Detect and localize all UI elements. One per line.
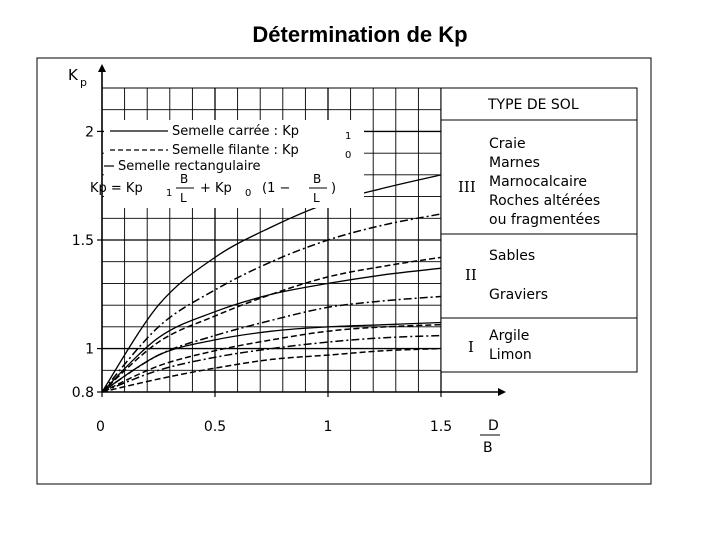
formula-close: ) — [331, 181, 336, 196]
formula-mid: + Kp — [200, 181, 232, 196]
x-axis-arrow — [498, 388, 506, 396]
soil-III-line: Marnocalcaire — [489, 174, 587, 190]
legend-background — [104, 120, 364, 208]
y-axis-label: K p — [68, 66, 87, 89]
x-axis-label: D B — [480, 418, 500, 456]
legend-entry-square: Semelle carrée : Kp — [172, 124, 299, 139]
soil-table-frame — [440, 87, 638, 373]
x-axis-label-num: D — [488, 418, 499, 434]
formula-lhs: Kp = Kp — [90, 181, 143, 196]
y-tick-label: 2 — [85, 124, 94, 140]
soil-III-line: Marnes — [489, 155, 540, 171]
formula-sub-1: 1 — [166, 188, 172, 199]
x-tick-label: 1 — [324, 419, 333, 435]
legend-entry-strip-sub: 0 — [345, 150, 351, 161]
y-axis-arrow — [98, 64, 106, 72]
y-tick-label: 0.8 — [72, 385, 94, 401]
soil-I-line: Argile — [489, 328, 529, 344]
legend: Semelle carrée : Kp 1 Semelle filante : … — [90, 120, 364, 208]
formula-frac1-num: B — [180, 172, 188, 186]
y-axis-label-sub: p — [80, 76, 87, 89]
formula-frac1-den: L — [180, 191, 187, 205]
soil-class-III: III — [458, 178, 476, 196]
slide-title: Détermination de Kp — [252, 22, 468, 47]
chart-frame — [36, 57, 652, 485]
soil-II-line: Sables — [489, 248, 535, 264]
legend-entry-square-sub: 1 — [345, 131, 351, 142]
axes: 0 0.5 1 1.5 0.8 1 1.5 2 — [72, 64, 506, 435]
series-line-soil-II-dashdot — [101, 295, 442, 393]
x-tick-label: 1.5 — [430, 419, 452, 435]
series-line-soil-I-dashed — [101, 347, 442, 393]
series-line-soil-I-dashdot — [101, 334, 442, 393]
soil-table-header: TYPE DE SOL — [487, 97, 579, 113]
soil-II-line: Graviers — [489, 287, 548, 303]
formula-frac2-num: B — [313, 172, 321, 186]
legend-entry-strip: Semelle filante : Kp — [172, 143, 299, 158]
soil-I-line: Limon — [489, 347, 532, 363]
x-tick-label: 0.5 — [204, 419, 226, 435]
soil-III-line: Roches altérées — [489, 193, 600, 209]
soil-III-line: Craie — [489, 136, 526, 152]
y-tick-label: 1 — [85, 342, 94, 358]
formula-open: (1 − — [262, 181, 290, 196]
series-line-soil-II-solid — [101, 267, 442, 393]
soil-class-I: I — [468, 338, 474, 356]
y-tick-label: 1.5 — [72, 233, 94, 249]
series-line-soil-III-solid — [101, 174, 442, 393]
series-line-soil-II-dashed — [101, 323, 442, 393]
soil-III-line: ou fragmentées — [489, 212, 600, 228]
legend-entry-rect: Semelle rectangulaire — [118, 159, 261, 174]
soil-class-II: II — [465, 266, 477, 284]
series-group — [101, 174, 442, 393]
x-axis-label-den: B — [483, 440, 493, 456]
x-tick-label: 0 — [96, 419, 105, 435]
formula-sub-0: 0 — [245, 188, 251, 199]
series-line-soil-III-dashdot — [101, 213, 442, 393]
series-line-soil-I-solid — [101, 321, 442, 393]
y-axis-label-main: K — [68, 66, 79, 84]
formula-frac2-den: L — [313, 191, 320, 205]
soil-table: TYPE DE SOL III Craie Marnes Marnocalcai… — [440, 87, 638, 373]
